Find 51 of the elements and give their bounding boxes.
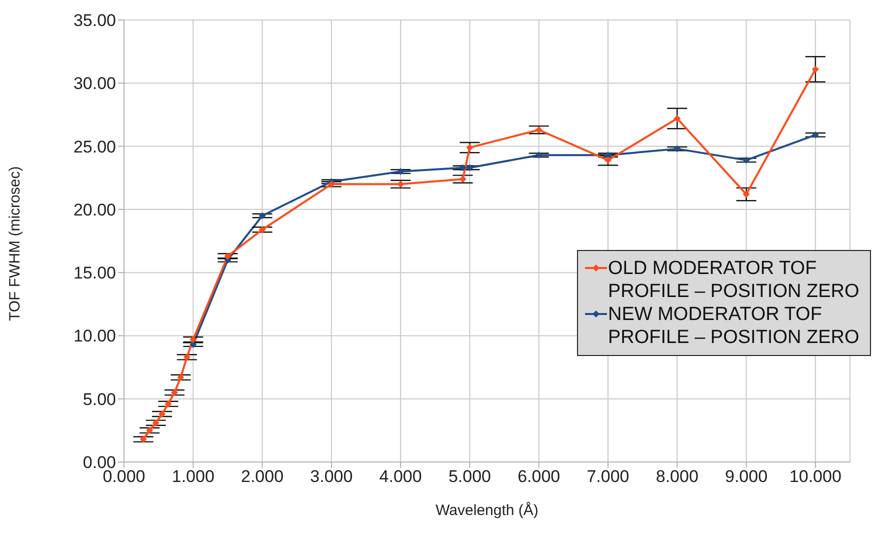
y-tick-label: 35.00 bbox=[73, 11, 116, 30]
legend-label: OLD MODERATOR TOF PROFILE – POSITION ZERO bbox=[608, 257, 860, 303]
point bbox=[742, 156, 750, 164]
y-tick-label: 20.00 bbox=[73, 200, 116, 220]
y-tick-label: 15.00 bbox=[73, 264, 116, 283]
y-tick-label: 5.00 bbox=[82, 390, 116, 409]
x-tick-label: 9.000 bbox=[725, 467, 768, 486]
x-tick-label: 6.000 bbox=[518, 467, 560, 486]
x-tick-label: 5.000 bbox=[448, 467, 491, 486]
point bbox=[535, 152, 542, 159]
x-tick-label: 10.000 bbox=[789, 467, 842, 486]
x-axis-title: Wavelength (Å) bbox=[436, 501, 538, 519]
y-axis-title: TOF FWHM (microsec) bbox=[6, 166, 24, 321]
y-tick-label: 10.00 bbox=[73, 326, 116, 346]
point bbox=[674, 115, 681, 122]
point bbox=[190, 336, 197, 344]
point bbox=[742, 190, 750, 198]
x-tick-label: 3.000 bbox=[310, 467, 353, 486]
x-tick-label: 7.000 bbox=[586, 467, 630, 486]
point bbox=[177, 374, 184, 381]
point bbox=[535, 126, 542, 134]
point bbox=[466, 144, 474, 152]
point bbox=[397, 180, 404, 188]
point bbox=[674, 145, 681, 152]
point bbox=[328, 180, 335, 188]
point bbox=[466, 164, 474, 172]
point bbox=[459, 164, 466, 172]
x-tick-label: 4.000 bbox=[379, 467, 422, 486]
point bbox=[170, 389, 178, 396]
point bbox=[812, 131, 819, 138]
x-tick-label: 1.000 bbox=[172, 467, 214, 486]
point bbox=[152, 419, 160, 426]
point bbox=[183, 354, 190, 361]
x-tick-label: 2.000 bbox=[241, 467, 284, 486]
point bbox=[146, 426, 154, 434]
point bbox=[258, 226, 266, 234]
point bbox=[812, 66, 819, 73]
point bbox=[140, 436, 147, 443]
point bbox=[164, 400, 172, 408]
y-tick-label: 30.00 bbox=[73, 74, 116, 94]
x-tick-label: 0.000 bbox=[102, 467, 146, 486]
point bbox=[397, 168, 404, 176]
point bbox=[604, 156, 612, 164]
point bbox=[190, 341, 197, 348]
y-tick-label: 25.00 bbox=[73, 137, 116, 156]
point bbox=[459, 176, 466, 183]
point bbox=[224, 252, 232, 260]
legend-label: NEW MODERATOR TOF PROFILE – POSITION ZERO bbox=[608, 303, 860, 349]
point bbox=[258, 212, 266, 220]
x-tick-label: 8.000 bbox=[656, 467, 698, 486]
point bbox=[158, 410, 166, 418]
